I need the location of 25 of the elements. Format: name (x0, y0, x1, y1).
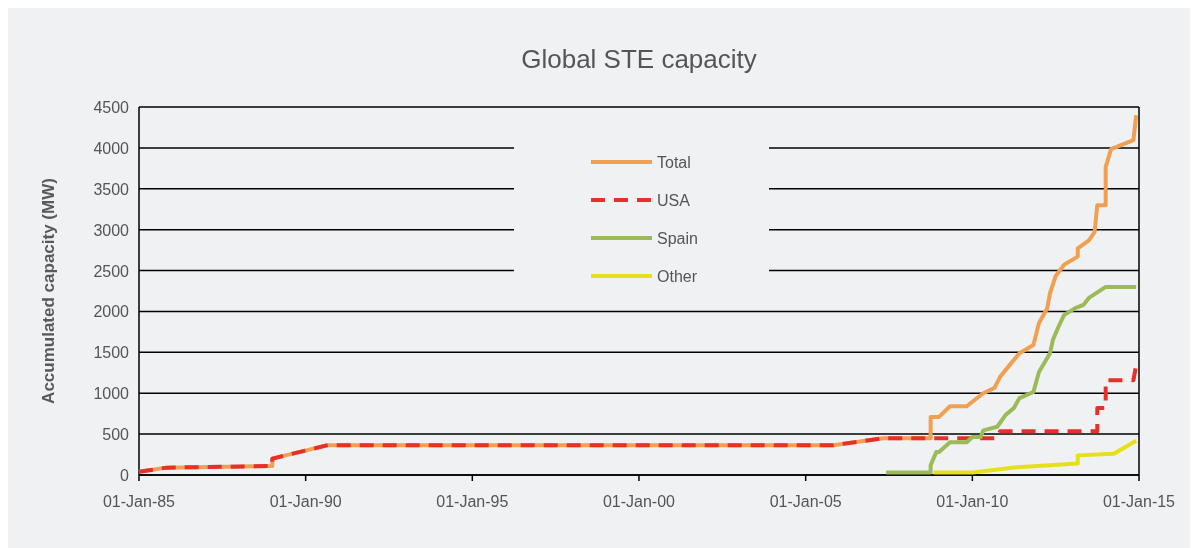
x-tick-label: 01-Jan-10 (936, 493, 1009, 510)
x-tick-label: 01-Jan-00 (602, 493, 676, 510)
y-tick-label: 2000 (93, 303, 130, 321)
y-tick-label: 4500 (93, 99, 130, 116)
y-tick-label: 0 (120, 467, 130, 484)
y-tick-label: 4000 (93, 139, 130, 157)
y-tick-label: 2500 (93, 262, 130, 280)
x-tick-label: 01-Jan-05 (769, 493, 842, 510)
y-tick-label: 3000 (93, 221, 130, 239)
x-tick-label: 01-Jan-95 (436, 493, 509, 510)
x-tick-label: 01-Jan-15 (1102, 493, 1176, 510)
line-series (884, 284, 1139, 475)
y-tick-label: 1500 (93, 344, 130, 362)
y-axis-title: Accumulated capacity (MW) (39, 178, 58, 404)
legend-label: Total (657, 154, 691, 171)
y-tick-label: 1000 (93, 385, 130, 403)
y-tick-label: 500 (102, 426, 130, 444)
line-series (931, 438, 1139, 475)
y-tick-label: 3500 (93, 180, 130, 198)
legend-label: USA (657, 192, 691, 209)
chart-title: Global STE capacity (521, 44, 757, 74)
x-tick-label: 01-Jan-85 (102, 493, 176, 510)
legend-label: Spain (657, 230, 698, 247)
x-tick-label: 01-Jan-90 (269, 493, 342, 510)
legend-label: Other (657, 268, 698, 285)
